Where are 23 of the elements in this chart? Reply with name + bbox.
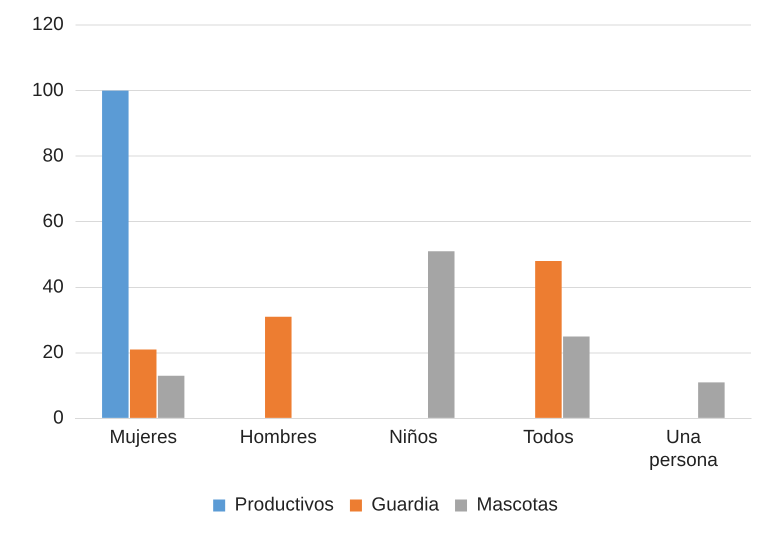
x-tick-label: Todos <box>523 427 574 448</box>
bar <box>158 376 184 418</box>
x-tick-label: Niños <box>389 427 438 448</box>
bar <box>535 261 562 418</box>
bar <box>102 90 129 418</box>
bar <box>130 350 156 418</box>
legend-label: Productivos <box>234 494 334 516</box>
y-tick-label: 20 <box>42 342 64 364</box>
y-tick-label: 60 <box>42 210 64 232</box>
bar <box>698 382 725 418</box>
bar <box>563 336 590 418</box>
legend-label: Mascotas <box>476 494 558 516</box>
y-tick-label: 80 <box>42 145 64 166</box>
x-tick-label: Hombres <box>240 427 317 448</box>
y-tick-label: 120 <box>32 14 64 36</box>
bar <box>428 251 455 418</box>
bar <box>265 316 292 418</box>
legend-label: Guardia <box>371 494 440 516</box>
y-tick-label: 0 <box>53 408 64 429</box>
x-tick-label: Una persona <box>649 427 718 471</box>
x-tick-label: Mujeres <box>109 427 178 448</box>
y-tick-label: 40 <box>42 276 64 298</box>
y-tick-label: 100 <box>32 80 64 101</box>
